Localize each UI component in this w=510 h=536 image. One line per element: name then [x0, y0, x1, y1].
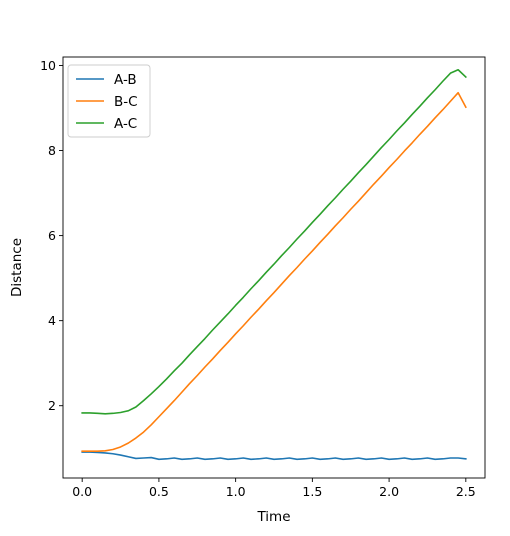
axes: 0.0 0.5 1.0 1.5 2.0 2.5 2 4 6 8 10 Time Distance — [9, 56, 486, 525]
y-axis-label: Distance — [9, 238, 25, 297]
x-tick-label: 1.5 — [302, 484, 322, 499]
y-tick-label: 10 — [40, 58, 56, 73]
y-tick-label: 2 — [48, 398, 56, 413]
x-tick-label: 0.0 — [72, 484, 92, 499]
x-tick-label: 1.0 — [226, 484, 246, 499]
legend: A-B B-C A-C — [67, 64, 151, 138]
legend-label-a-c: A-C — [114, 116, 137, 132]
axes-frame — [62, 56, 486, 479]
legend-label-b-c: B-C — [114, 94, 138, 110]
plot-area — [81, 68, 467, 461]
legend-box — [67, 64, 151, 138]
x-tick-label: 0.5 — [149, 484, 169, 499]
x-tick-label: 2.5 — [456, 484, 476, 499]
x-axis-label: Time — [256, 509, 290, 525]
series-line-a-c — [81, 68, 467, 415]
y-tick-label: 6 — [48, 228, 56, 243]
y-tick-label: 4 — [48, 313, 56, 328]
y-tick-label: 8 — [48, 143, 56, 158]
series-line-b-c — [81, 91, 467, 453]
legend-label-a-b: A-B — [114, 72, 137, 88]
x-tick-label: 2.0 — [379, 484, 399, 499]
series-line-a-b — [81, 451, 467, 461]
